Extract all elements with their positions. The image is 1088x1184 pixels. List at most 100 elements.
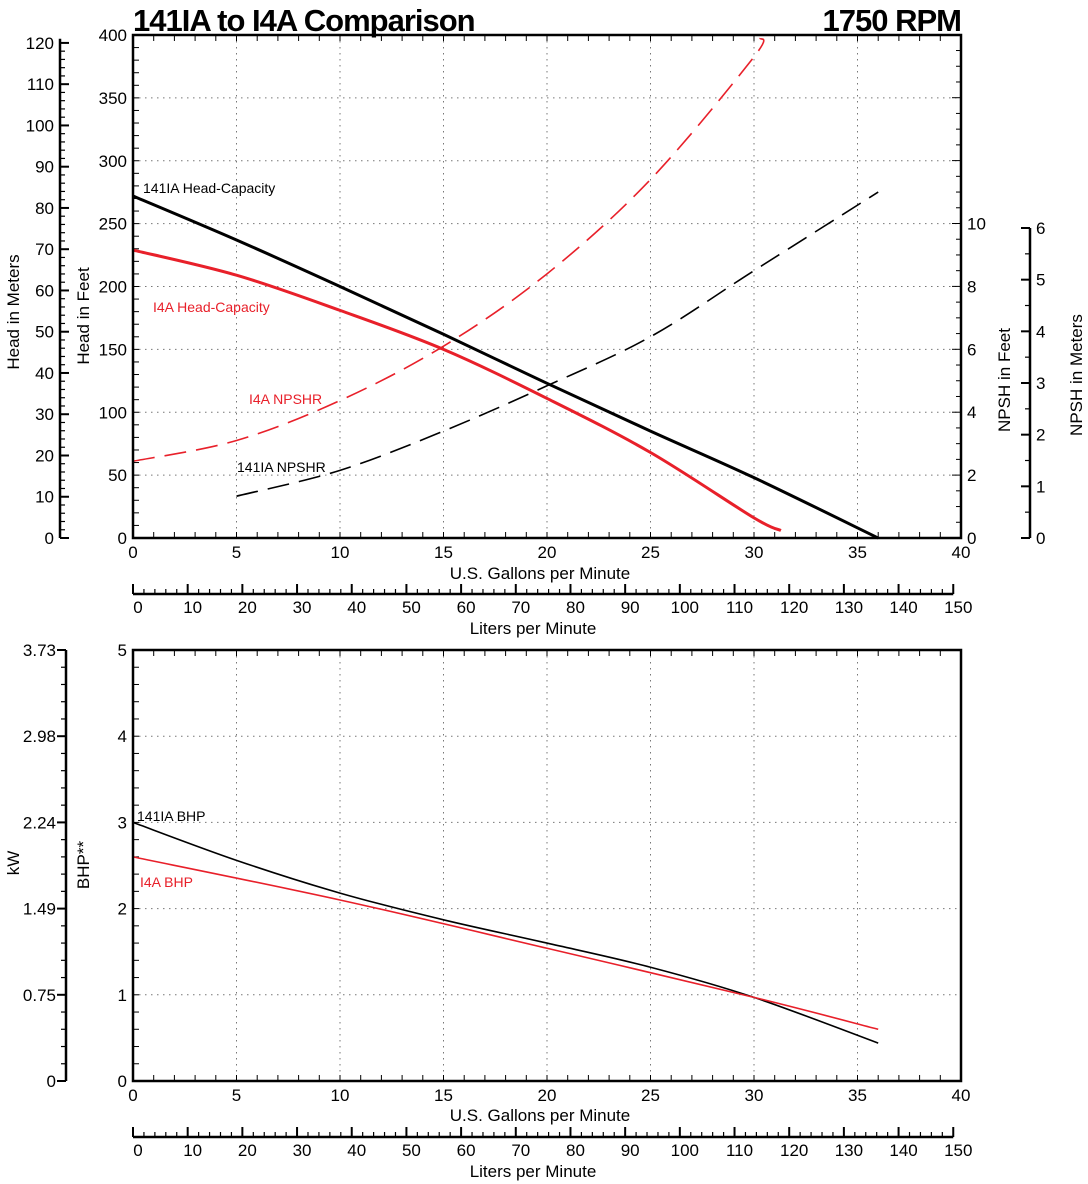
x-tick-label: 15 [434, 1086, 453, 1105]
head-meters-tick-label: 120 [26, 34, 54, 53]
top-plot-frame [131, 33, 963, 540]
npsh-feet-tick-label: 6 [967, 340, 976, 359]
x-tick-label: 30 [745, 1086, 764, 1105]
lpm-tick-label: 40 [347, 1141, 366, 1160]
head-meters-tick-label: 40 [35, 364, 54, 383]
npsh-feet-tick-label: 2 [967, 466, 976, 485]
x-tick-label: 30 [745, 543, 764, 562]
npsh-meters-tick-label: 5 [1036, 271, 1045, 290]
x-tick-label: 20 [538, 543, 557, 562]
lpm-tick-label: 150 [944, 1141, 972, 1160]
x-tick-label: 10 [331, 1086, 350, 1105]
top-gpm-axis-title: U.S. Gallons per Minute [450, 564, 630, 583]
x-tick-label: 0 [128, 543, 137, 562]
x-tick-label: 15 [434, 543, 453, 562]
speed-label: 1750 RPM [823, 3, 961, 38]
kw-tick-label: 0.75 [23, 986, 56, 1005]
lpm-tick-label: 100 [671, 1141, 699, 1160]
lpm-tick-label: 80 [566, 598, 585, 617]
lpm-tick-label: 50 [402, 1141, 421, 1160]
bottom-lpm-axis-title: Liters per Minute [470, 1162, 597, 1181]
lpm-tick-label: 0 [133, 1141, 142, 1160]
series-label-i4a-npshr: I4A NPSHR [249, 391, 322, 407]
x-tick-label: 10 [331, 543, 350, 562]
lpm-tick-label: 70 [511, 1141, 530, 1160]
npsh-meters-tick-label: 4 [1036, 322, 1045, 341]
x-tick-label: 0 [128, 1086, 137, 1105]
head-feet-tick-label: 400 [99, 26, 127, 45]
bhp-tick-label: 4 [118, 727, 127, 746]
npsh-feet-axis-title: NPSH in Feet [995, 328, 1014, 432]
series-label-141ia-npshr: 141IA NPSHR [237, 459, 326, 475]
x-tick-label: 40 [952, 1086, 971, 1105]
head-meters-tick-label: 90 [35, 158, 54, 177]
lpm-tick-label: 20 [238, 598, 257, 617]
kw-tick-label: 2.24 [23, 813, 56, 832]
bhp-tick-label: 0 [118, 1072, 127, 1091]
npsh-feet-tick-label: 8 [967, 277, 976, 296]
head-feet-tick-label: 100 [99, 403, 127, 422]
kw-tick-label: 0 [47, 1072, 56, 1091]
bhp-tick-label: 5 [118, 641, 127, 660]
lpm-tick-label: 110 [726, 598, 753, 617]
npsh-meters-tick-label: 3 [1036, 374, 1045, 393]
i4a-head-capacity-curve [132, 248, 782, 532]
head-npsh-plot: 0 5 10 15 20 25 30 35 400 10 20 30 40 50 60 70 80 90 100 11… [26, 26, 1046, 617]
lpm-tick-label: 20 [238, 1141, 257, 1160]
head-meters-tick-label: 80 [35, 199, 54, 218]
lpm-tick-label: 0 [133, 598, 142, 617]
x-tick-label: 20 [538, 1086, 557, 1105]
bhp-tick-label: 3 [118, 813, 127, 832]
141ia-npshr-curve [236, 191, 879, 497]
lpm-tick-label: 50 [402, 598, 421, 617]
head-meters-tick-label: 60 [35, 281, 54, 300]
head-meters-tick-label: 110 [27, 75, 54, 94]
bhp-axis-title: BHP** [74, 841, 93, 890]
x-tick-label: 5 [232, 543, 241, 562]
head-meters-tick-label: 100 [26, 116, 54, 135]
head-meters-tick-label: 0 [45, 529, 54, 548]
npsh-feet-tick-label: 0 [967, 529, 976, 548]
kw-tick-label: 3.73 [23, 641, 56, 660]
head-feet-tick-label: 0 [118, 529, 127, 548]
x-tick-label: 40 [952, 543, 971, 562]
bhp-tick-label: 2 [118, 900, 127, 919]
lpm-tick-label: 70 [511, 598, 530, 617]
x-tick-label: 25 [641, 1086, 660, 1105]
head-meters-tick-label: 10 [35, 488, 54, 507]
141ia-head-capacity-curve [132, 194, 879, 540]
lpm-tick-label: 140 [889, 598, 917, 617]
lpm-tick-label: 30 [293, 1141, 312, 1160]
kw-axis-title: kW [4, 851, 23, 876]
head-feet-tick-label: 350 [99, 89, 127, 108]
lpm-tick-label: 40 [347, 598, 366, 617]
bhp-tick-label: 1 [118, 986, 127, 1005]
lpm-tick-label: 130 [835, 598, 863, 617]
head-meters-tick-label: 50 [35, 323, 54, 342]
x-tick-label: 25 [641, 543, 660, 562]
head-feet-tick-label: 50 [108, 466, 127, 485]
lpm-tick-label: 120 [780, 1141, 808, 1160]
bottom-plot-frame [131, 648, 963, 1083]
series-label-141ia-bhp: 141IA BHP [137, 808, 206, 824]
bottom-gpm-axis-title: U.S. Gallons per Minute [450, 1106, 630, 1125]
lpm-tick-label: 60 [457, 598, 476, 617]
lpm-tick-label: 80 [566, 1141, 585, 1160]
head-meters-tick-label: 30 [35, 405, 54, 424]
series-label-i4a-bhp: I4A BHP [140, 874, 193, 890]
npsh-meters-tick-label: 2 [1036, 426, 1045, 445]
lpm-tick-label: 120 [780, 598, 808, 617]
head-feet-tick-label: 200 [99, 278, 127, 297]
i4a-npshr-curve [132, 37, 765, 463]
bhp-plot: 0 5 10 15 20 25 30 35 400 10 20 30 40 50 60 70 80 90 100 11… [23, 641, 973, 1160]
x-tick-label: 5 [232, 1086, 241, 1105]
kw-tick-label: 2.98 [23, 727, 56, 746]
lpm-tick-label: 130 [835, 1141, 863, 1160]
head-feet-axis-title: Head in Feet [74, 267, 93, 365]
npsh-meters-tick-label: 0 [1036, 529, 1045, 548]
lpm-tick-label: 90 [621, 1141, 640, 1160]
kw-tick-label: 1.49 [23, 900, 56, 919]
series-label-i4a-head: I4A Head-Capacity [153, 299, 270, 315]
lpm-tick-label: 10 [183, 598, 202, 617]
